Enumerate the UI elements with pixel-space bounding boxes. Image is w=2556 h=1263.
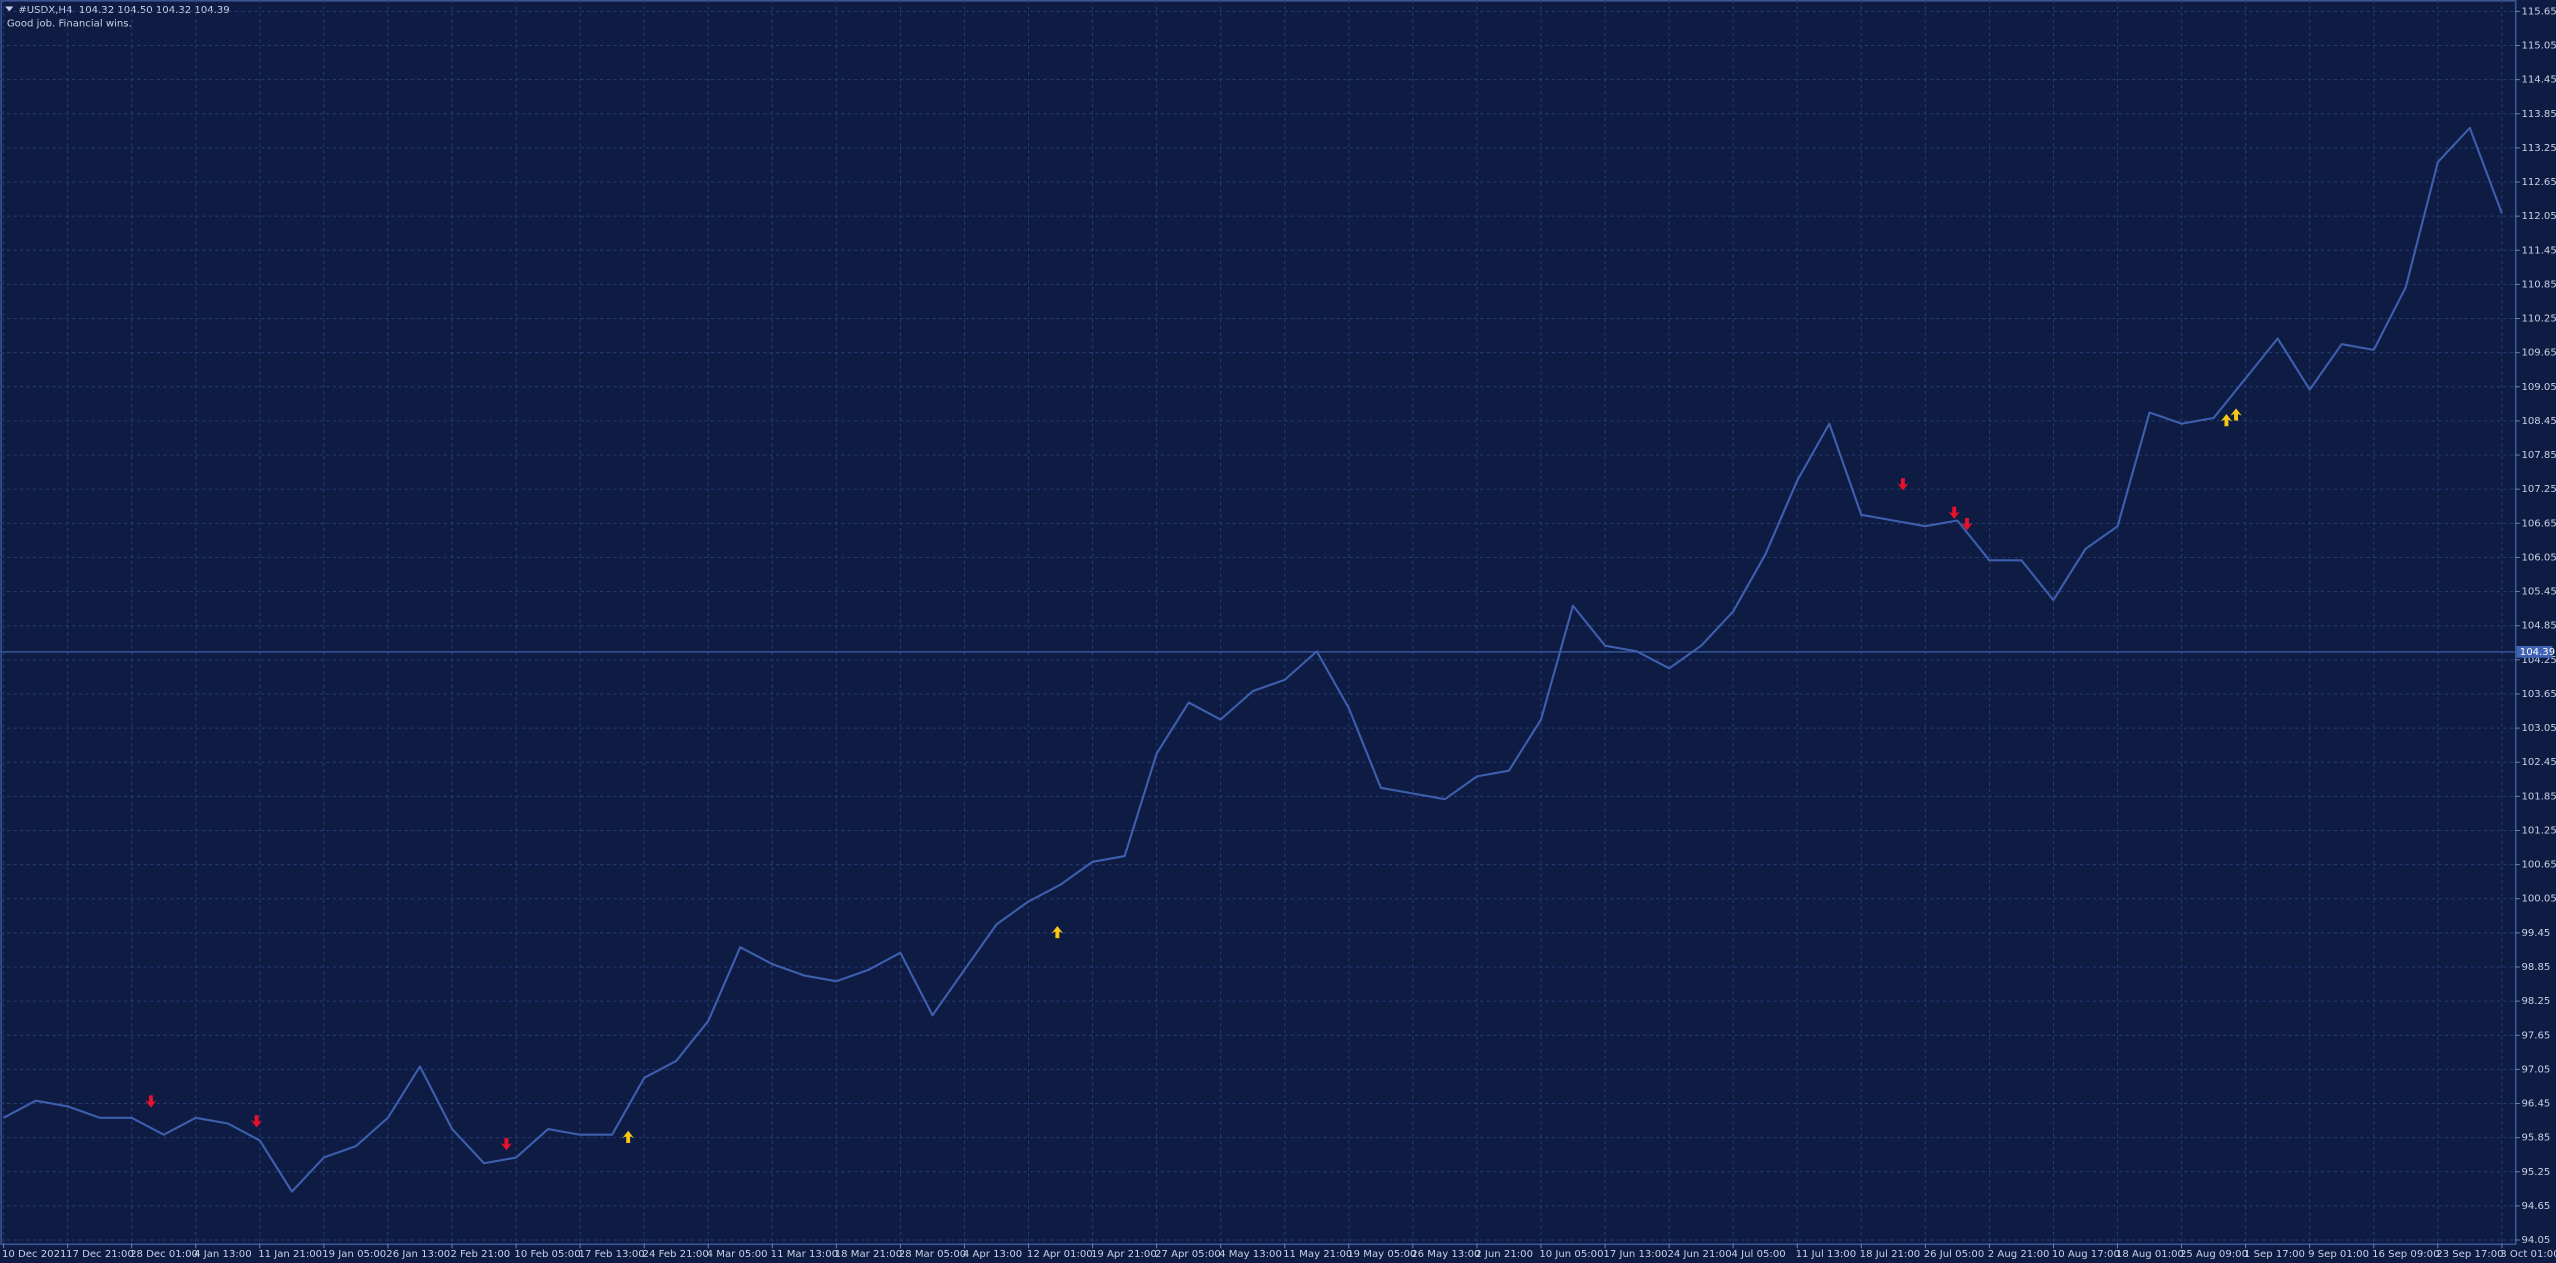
- price-line: [3, 126, 2503, 1193]
- x-tick-label: 26 May 13:00: [1411, 1249, 1480, 1260]
- y-tick-label: 99.45: [2521, 928, 2550, 939]
- x-tick-label: 16 Sep 09:00: [2372, 1249, 2439, 1260]
- y-tick-label: 104.25: [2521, 655, 2556, 666]
- y-tick-label: 97.05: [2521, 1064, 2550, 1075]
- y-tick-label: 110.85: [2521, 279, 2556, 290]
- x-tick-label: 10 Jun 05:00: [1539, 1249, 1603, 1260]
- x-tick-label: 2 Aug 21:00: [1988, 1249, 2050, 1260]
- x-tick-label: 17 Feb 13:00: [578, 1249, 644, 1260]
- y-tick-label: 115.65: [2521, 6, 2556, 17]
- sell-arrow: [500, 1138, 513, 1151]
- x-tick-label: 18 Jul 21:00: [1860, 1249, 1921, 1260]
- comment: Good job. Financial wins.: [7, 19, 132, 30]
- x-tick-label: 9 Sep 01:00: [2308, 1249, 2369, 1260]
- x-tick-label: 10 Aug 17:00: [2052, 1249, 2120, 1260]
- y-tick-label: 100.05: [2521, 894, 2556, 905]
- x-tick-label: 27 Apr 05:00: [1155, 1249, 1221, 1260]
- last-price-label: 104.39: [2520, 647, 2555, 658]
- x-tick-label: 17 Jun 13:00: [1603, 1249, 1667, 1260]
- x-tick-label: 24 Jun 21:00: [1667, 1249, 1731, 1260]
- x-tick-label: 25 Aug 09:00: [2180, 1249, 2248, 1260]
- y-tick-label: 106.65: [2521, 518, 2556, 529]
- y-tick-label: 113.85: [2521, 109, 2556, 120]
- x-tick-label: 11 May 21:00: [1283, 1249, 1352, 1260]
- symbol-info: #USDX,H4 104.32 104.50 104.32 104.39: [18, 5, 229, 16]
- y-tick-label: 103.65: [2521, 689, 2556, 700]
- sell-arrow: [1961, 518, 1973, 531]
- y-tick-label: 109.65: [2521, 348, 2556, 359]
- y-tick-label: 111.45: [2521, 245, 2556, 256]
- y-tick-label: 94.05: [2521, 1235, 2550, 1246]
- x-tick-label: 4 Apr 13:00: [963, 1249, 1022, 1260]
- y-tick-label: 114.45: [2521, 75, 2556, 86]
- x-tick-label: 10 Dec 2021: [2, 1249, 66, 1260]
- y-tick-label: 106.05: [2521, 552, 2556, 563]
- y-tick-label: 103.05: [2521, 723, 2556, 734]
- sell-arrow: [1897, 478, 1909, 491]
- x-tick-label: 4 Jul 05:00: [1732, 1249, 1786, 1260]
- buy-arrow: [622, 1130, 634, 1143]
- x-tick-label: 26 Jul 05:00: [1924, 1249, 1985, 1260]
- sell-arrow: [1948, 506, 1960, 519]
- y-tick-label: 113.25: [2521, 143, 2556, 154]
- plot-frame: [0, 0, 2517, 1246]
- x-tick-label: 1 Sep 17:00: [2244, 1249, 2305, 1260]
- y-tick-label: 108.45: [2521, 416, 2556, 427]
- x-tick-label: 11 Jan 21:00: [258, 1249, 322, 1260]
- y-tick-label: 95.85: [2521, 1133, 2550, 1144]
- x-tick-label: 4 Mar 05:00: [707, 1249, 768, 1260]
- y-tick-label: 105.45: [2521, 587, 2556, 598]
- x-tick-label: 2 Feb 21:00: [450, 1249, 510, 1260]
- buy-arrow: [2230, 408, 2242, 421]
- x-tick-label: 10 Feb 05:00: [514, 1249, 580, 1260]
- buy-arrow: [2220, 414, 2233, 427]
- x-tick-label: 26 Jan 13:00: [386, 1249, 450, 1260]
- x-tick-label: 11 Jul 13:00: [1796, 1249, 1857, 1260]
- x-tick-label: 19 Apr 21:00: [1091, 1249, 1157, 1260]
- x-tick-label: 28 Mar 05:00: [899, 1249, 966, 1260]
- y-tick-label: 94.65: [2521, 1201, 2550, 1212]
- y-tick-label: 112.65: [2521, 177, 2556, 188]
- y-tick-label: 101.25: [2521, 825, 2556, 836]
- y-tick-label: 109.05: [2521, 382, 2556, 393]
- x-tick-label: 3 Oct 01:00: [2500, 1249, 2556, 1260]
- x-tick-label: 19 Jan 05:00: [322, 1249, 386, 1260]
- y-tick-label: 110.25: [2521, 314, 2556, 325]
- x-tick-label: 24 Feb 21:00: [643, 1249, 709, 1260]
- y-tick-label: 107.25: [2521, 484, 2556, 495]
- x-tick-label: 23 Sep 17:00: [2436, 1249, 2503, 1260]
- y-tick-label: 97.65: [2521, 1030, 2550, 1041]
- y-tick-label: 115.05: [2521, 41, 2556, 52]
- x-tick-label: 4 Jan 13:00: [194, 1249, 252, 1260]
- sell-arrow: [250, 1115, 263, 1128]
- y-tick-label: 107.85: [2521, 450, 2556, 461]
- x-tick-label: 12 Apr 01:00: [1027, 1249, 1093, 1260]
- y-tick-label: 104.85: [2521, 621, 2556, 632]
- x-tick-label: 19 May 05:00: [1347, 1249, 1416, 1260]
- x-tick-label: 11 Mar 13:00: [771, 1249, 838, 1260]
- buy-arrow: [1051, 925, 1064, 939]
- x-tick-label: 28 Dec 01:00: [130, 1249, 198, 1260]
- sell-arrow: [145, 1095, 157, 1108]
- y-tick-label: 100.65: [2521, 860, 2556, 871]
- y-tick-label: 112.05: [2521, 211, 2556, 222]
- y-tick-label: 98.85: [2521, 962, 2550, 973]
- x-tick-label: 2 Jun 21:00: [1475, 1249, 1533, 1260]
- x-tick-label: 17 Dec 21:00: [66, 1249, 134, 1260]
- x-tick-label: 4 May 13:00: [1219, 1249, 1282, 1260]
- collapse-icon: [5, 6, 14, 12]
- last-price-box: [2516, 646, 2553, 658]
- y-tick-label: 96.45: [2521, 1099, 2550, 1110]
- y-tick-label: 98.25: [2521, 996, 2550, 1007]
- y-tick-label: 101.85: [2521, 791, 2556, 802]
- y-tick-label: 95.25: [2521, 1167, 2550, 1178]
- x-tick-label: 18 Aug 01:00: [2116, 1249, 2184, 1260]
- x-tick-label: 18 Mar 21:00: [835, 1249, 902, 1260]
- y-tick-label: 102.45: [2521, 757, 2556, 768]
